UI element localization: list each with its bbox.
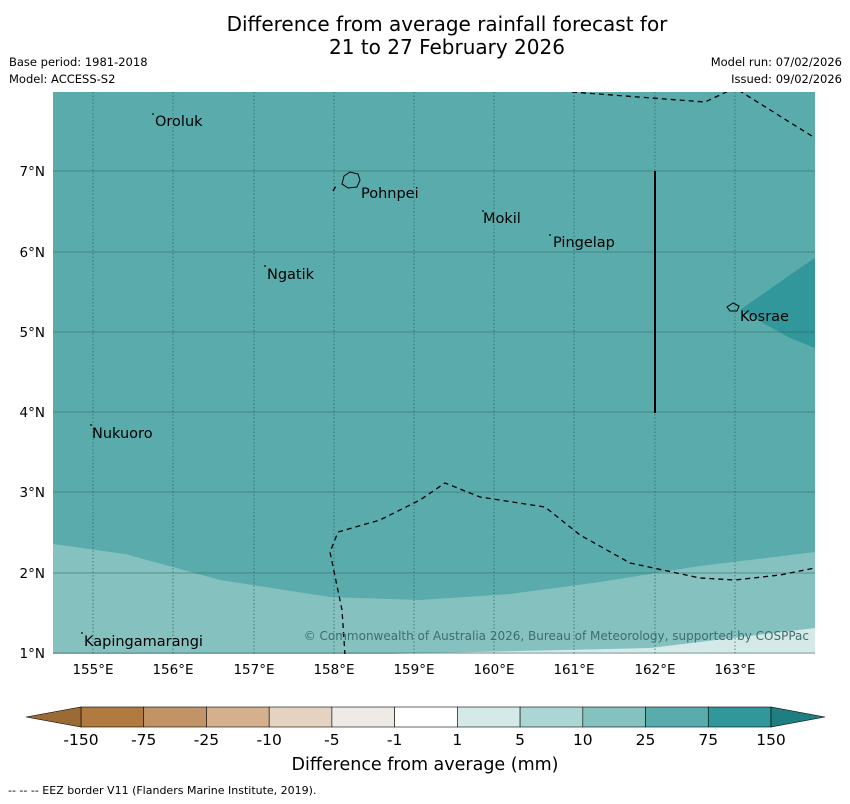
island-marker-mokil: [482, 210, 484, 212]
lat-tick-label: 6°N: [20, 245, 45, 261]
lon-tick-label: 160°E: [473, 662, 514, 678]
place-label-mokil: Mokil: [483, 211, 521, 227]
lon-tick-label: 162°E: [634, 662, 675, 678]
colorbar-bin: [394, 706, 458, 728]
colorbar-tick-label: -5: [324, 731, 339, 749]
title-line-2: 21 to 27 February 2026: [329, 35, 565, 59]
lat-tick-label: 2°N: [20, 566, 45, 582]
island-marker-nukuoro: [90, 424, 92, 426]
colorbar-tick-label: -75: [131, 731, 156, 749]
place-label-pingelap: Pingelap: [553, 235, 615, 251]
colorbar-bin: [707, 706, 772, 728]
colorbar-tick-label: 10: [573, 731, 593, 749]
colorbar-bin: [80, 706, 145, 728]
model-name: Model: ACCESS-S2: [9, 72, 116, 86]
pohnpei-island-outline: [341, 171, 361, 189]
lat-tick-label: 5°N: [20, 325, 45, 341]
lon-tick-label: 163°E: [714, 662, 755, 678]
island-marker-ngatik: [264, 265, 266, 267]
colorbar-bin: [457, 706, 521, 728]
place-label-nukuoro: Nukuoro: [92, 426, 153, 442]
colorbar-tick-label: -25: [194, 731, 219, 749]
colorbar-tick-label: -1: [387, 731, 402, 749]
kosrae-island-outline: [726, 302, 740, 312]
lon-tick-labels: 155°E 156°E 157°E 158°E 159°E 160°E 161°…: [72, 662, 755, 678]
copyright-notice: © Commonwealth of Australia 2026, Bureau…: [304, 629, 809, 643]
colorbar-bin: [268, 706, 333, 728]
lon-tick-label: 155°E: [72, 662, 113, 678]
colorbar-bin: [143, 706, 207, 728]
lat-tick-label: 1°N: [20, 646, 45, 662]
island-marker-pingelap: [549, 234, 551, 236]
colorbar-extend-min: [25, 706, 82, 728]
lat-tick-label: 3°N: [20, 485, 45, 501]
colorbar-title: Difference from average (mm): [291, 755, 559, 775]
meta-left: Base period: 1981-2018 Model: ACCESS-S2: [9, 54, 148, 88]
colorbar-tick-label: 150: [756, 731, 786, 749]
colorbar-extend-max: [770, 706, 826, 728]
eez-footnote: -- -- -- EEZ border V11 (Flanders Marine…: [8, 784, 317, 797]
rainfall-band-5-1: [387, 628, 815, 654]
island-marker-oroluk: [152, 113, 154, 115]
lon-tick-label: 157°E: [233, 662, 274, 678]
map-title: Difference from average rainfall forecas…: [0, 13, 850, 59]
colorbar-bin: [331, 706, 395, 728]
model-run: Model run: 07/02/2026: [710, 55, 842, 69]
colorbar: -150 -75 -25 -10 -5 -1 1 5 10 25 75 150: [25, 706, 826, 749]
colorbar-tick-label: 75: [698, 731, 718, 749]
place-label-ngatik: Ngatik: [267, 267, 315, 283]
lon-tick-label: 159°E: [393, 662, 434, 678]
place-label-kosrae: Kosrae: [740, 309, 789, 325]
colorbar-tick-label: -10: [257, 731, 282, 749]
lat-tick-label: 7°N: [20, 164, 45, 180]
lon-tick-label: 158°E: [313, 662, 354, 678]
island-marker-kapingamarangi: [81, 632, 83, 634]
place-label-kapingamarangi: Kapingamarangi: [84, 634, 203, 650]
colorbar-tick-label: 25: [636, 731, 656, 749]
rainfall-band-5-10: [53, 92, 815, 654]
place-labels: Oroluk Pohnpei Mokil Pingelap Ngatik Kos…: [84, 114, 789, 650]
place-label-oroluk: Oroluk: [155, 114, 203, 130]
rainfall-band-10-5: [53, 544, 815, 654]
colorbar-tick-label: 5: [515, 731, 525, 749]
issued-date: Issued: 09/02/2026: [731, 72, 842, 86]
map-area: © Commonwealth of Australia 2026, Bureau…: [53, 92, 815, 654]
island-markers: [81, 113, 551, 634]
lon-tick-label: 156°E: [152, 662, 193, 678]
lon-tick-label: 161°E: [553, 662, 594, 678]
colorbar-tick-label: -150: [63, 731, 98, 749]
lat-tick-label: 4°N: [20, 405, 45, 421]
eez-borders: [329, 92, 815, 654]
colorbar-bin: [519, 706, 584, 728]
colorbar-bin: [645, 706, 709, 728]
colorbar-bin: [206, 706, 270, 728]
base-period: Base period: 1981-2018: [9, 55, 148, 69]
title-line-1: Difference from average rainfall forecas…: [226, 12, 668, 36]
colorbar-bin: [582, 706, 646, 728]
rainfall-band-25-75: [740, 258, 815, 348]
colorbar-tick-label: 1: [452, 731, 462, 749]
lat-tick-labels: 7°N 6°N 5°N 4°N 3°N 2°N 1°N: [20, 164, 45, 662]
place-label-pohnpei: Pohnpei: [361, 186, 419, 202]
meta-right: Model run: 07/02/2026 Issued: 09/02/2026: [711, 54, 842, 88]
latitude-lines: [53, 170, 815, 654]
